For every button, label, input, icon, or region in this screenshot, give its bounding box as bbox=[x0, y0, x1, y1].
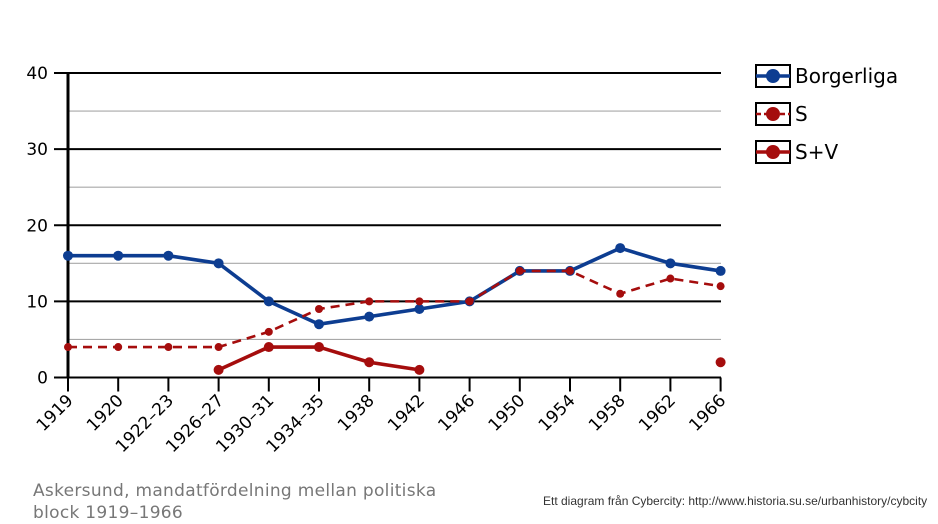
data-point bbox=[263, 296, 274, 307]
x-tick-label: 1920 bbox=[83, 391, 128, 436]
data-point bbox=[213, 258, 224, 269]
data-point bbox=[113, 250, 124, 261]
data-point bbox=[665, 258, 676, 269]
data-point bbox=[615, 243, 626, 254]
source-credit: Ett diagram från Cybercity: http://www.h… bbox=[543, 494, 928, 508]
data-point bbox=[163, 250, 174, 261]
legend-label: Borgerliga bbox=[795, 64, 898, 88]
gridlines bbox=[54, 72, 721, 379]
legend-entry: Borgerliga bbox=[755, 64, 898, 88]
chart-caption: Askersund, mandatfördelning mellan polit… bbox=[33, 481, 437, 523]
data-point bbox=[414, 303, 425, 314]
data-point bbox=[715, 265, 726, 276]
data-point bbox=[415, 297, 424, 306]
data-point bbox=[263, 342, 274, 353]
data-point bbox=[666, 274, 675, 283]
data-point bbox=[465, 297, 474, 306]
data-point bbox=[716, 282, 725, 291]
series-s-v bbox=[213, 342, 726, 375]
legend-marker bbox=[766, 69, 780, 83]
legend-entry: S bbox=[755, 102, 808, 126]
y-tick-label: 0 bbox=[37, 369, 48, 389]
legend: Borgerliga S S+V bbox=[755, 64, 898, 164]
x-tick-label: 1962 bbox=[635, 391, 680, 436]
data-point bbox=[214, 343, 223, 352]
data-point bbox=[314, 342, 324, 353]
y-tick-label: 30 bbox=[26, 140, 48, 160]
y-tick-label: 20 bbox=[26, 216, 48, 236]
data-point bbox=[114, 343, 123, 352]
series-line bbox=[68, 269, 721, 349]
x-tick-label: 1954 bbox=[535, 391, 580, 436]
data-point bbox=[414, 364, 425, 375]
series-borgerliga bbox=[63, 243, 726, 330]
data-point bbox=[566, 266, 574, 275]
data-point bbox=[364, 357, 375, 368]
x-tick-label: 1919 bbox=[33, 391, 78, 436]
legend-label: S+V bbox=[795, 140, 838, 164]
data-point bbox=[515, 266, 524, 275]
legend-marker bbox=[766, 145, 780, 159]
data-point bbox=[213, 364, 224, 375]
data-point bbox=[616, 289, 625, 298]
y-tick-label: 10 bbox=[26, 292, 48, 312]
data-point bbox=[64, 343, 72, 352]
x-tick-label: 1966 bbox=[685, 391, 730, 436]
legend-marker bbox=[766, 107, 780, 121]
data-point bbox=[715, 357, 726, 368]
data-point bbox=[164, 343, 173, 352]
x-tick-label: 1942 bbox=[384, 391, 429, 436]
data-point bbox=[314, 319, 324, 330]
y-tick-label: 40 bbox=[26, 64, 48, 84]
x-tick-label: 1938 bbox=[334, 391, 379, 436]
data-point bbox=[365, 297, 374, 306]
x-tick-label: 1958 bbox=[585, 391, 630, 436]
x-tick-label: 1946 bbox=[434, 391, 479, 436]
legend-label: S bbox=[795, 102, 808, 126]
data-point bbox=[315, 304, 323, 313]
x-tick-label: 1950 bbox=[485, 391, 530, 436]
data-point bbox=[364, 311, 375, 322]
series-s bbox=[64, 266, 725, 352]
legend-entry: S+V bbox=[755, 140, 838, 164]
series-line bbox=[68, 246, 721, 327]
data-point bbox=[264, 327, 273, 336]
series-group bbox=[63, 243, 726, 375]
data-point bbox=[63, 250, 73, 261]
